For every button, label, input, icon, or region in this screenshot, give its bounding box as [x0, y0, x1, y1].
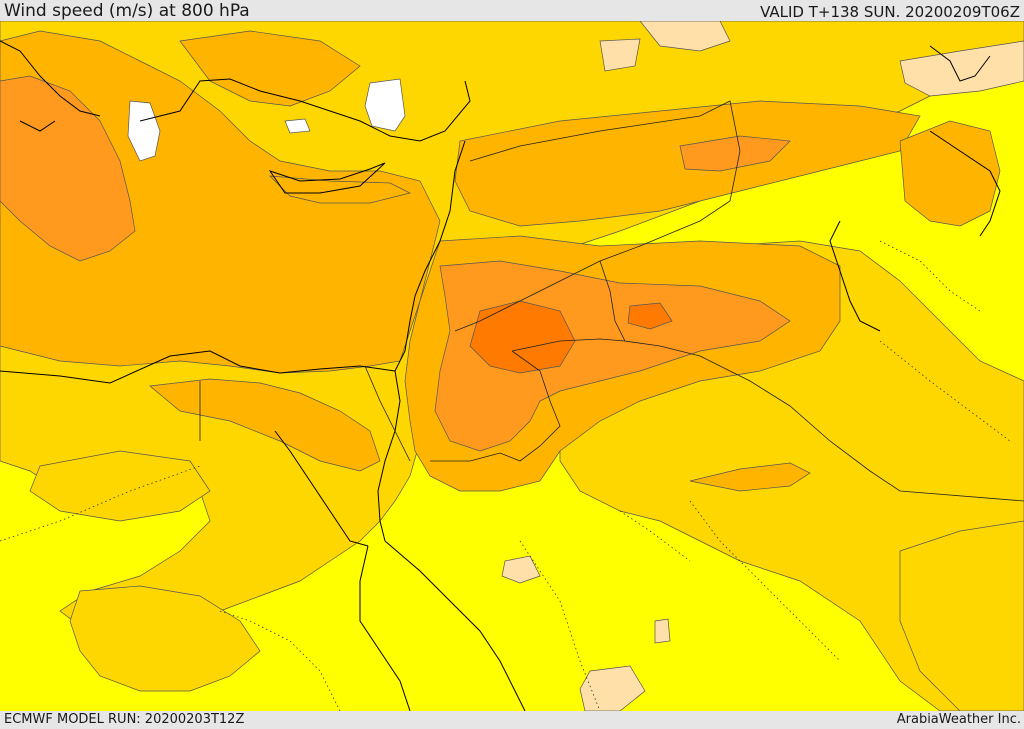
weak-zone-ne-2 — [899, 40, 1024, 97]
country-borders — [199, 100, 1024, 502]
contour-medium-egypt — [149, 378, 381, 472]
credit-label: ArabiaWeather Inc. — [896, 712, 1021, 727]
weak-zone-south-2 — [579, 665, 646, 711]
model-run-label: ECMWF MODEL RUN: 20200203T12Z — [4, 712, 245, 727]
footer-bar: ECMWF MODEL RUN: 20200203T12Z ArabiaWeat… — [0, 711, 1024, 729]
contour-core-east — [627, 302, 673, 330]
header-bar: Wind speed (m/s) at 800 hPa VALID T+138 … — [0, 0, 1024, 21]
weak-zone-south-1 — [501, 555, 541, 584]
contour-light-se — [899, 520, 1024, 711]
contour-core — [469, 300, 576, 374]
coastlines — [0, 40, 1001, 711]
contour-light-south — [69, 585, 261, 692]
weak-zone-south-3 — [654, 618, 671, 644]
contour-strong-west — [0, 75, 136, 262]
wind-speed-map[interactable] — [0, 21, 1024, 711]
contour-medium-east — [899, 120, 1001, 227]
weak-zone-ne-1 — [639, 21, 731, 52]
contour-light-sw — [29, 450, 211, 522]
calm-zone-north-3 — [284, 118, 311, 134]
calm-zone-north-2 — [127, 100, 161, 162]
weak-zone-ne-3 — [599, 38, 641, 72]
contour-medium-jet — [689, 462, 811, 492]
contour-strong-north — [679, 135, 791, 172]
contour-medium-west — [0, 30, 441, 374]
calm-zone-north-1 — [364, 78, 406, 132]
contour-map-svg — [0, 21, 1024, 711]
valid-time: VALID T+138 SUN. 20200209T06Z — [760, 3, 1020, 21]
map-title: Wind speed (m/s) at 800 hPa — [4, 1, 250, 21]
admin-boundaries — [0, 240, 1011, 711]
contour-medium-north — [179, 30, 361, 107]
